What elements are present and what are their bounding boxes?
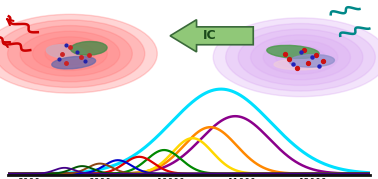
Ellipse shape — [0, 14, 157, 93]
Ellipse shape — [213, 18, 378, 97]
Ellipse shape — [267, 45, 319, 59]
Ellipse shape — [226, 23, 375, 91]
Ellipse shape — [33, 37, 107, 71]
Ellipse shape — [46, 45, 86, 59]
Ellipse shape — [71, 42, 107, 55]
Ellipse shape — [20, 31, 120, 76]
Ellipse shape — [0, 20, 145, 88]
Ellipse shape — [8, 26, 132, 82]
Ellipse shape — [238, 29, 363, 85]
FancyArrow shape — [170, 20, 253, 52]
Ellipse shape — [274, 59, 327, 70]
Ellipse shape — [251, 35, 350, 80]
Ellipse shape — [52, 56, 96, 69]
Text: IC: IC — [203, 29, 217, 42]
Ellipse shape — [276, 46, 325, 69]
Ellipse shape — [45, 42, 95, 65]
Ellipse shape — [263, 40, 338, 74]
Ellipse shape — [289, 55, 335, 67]
